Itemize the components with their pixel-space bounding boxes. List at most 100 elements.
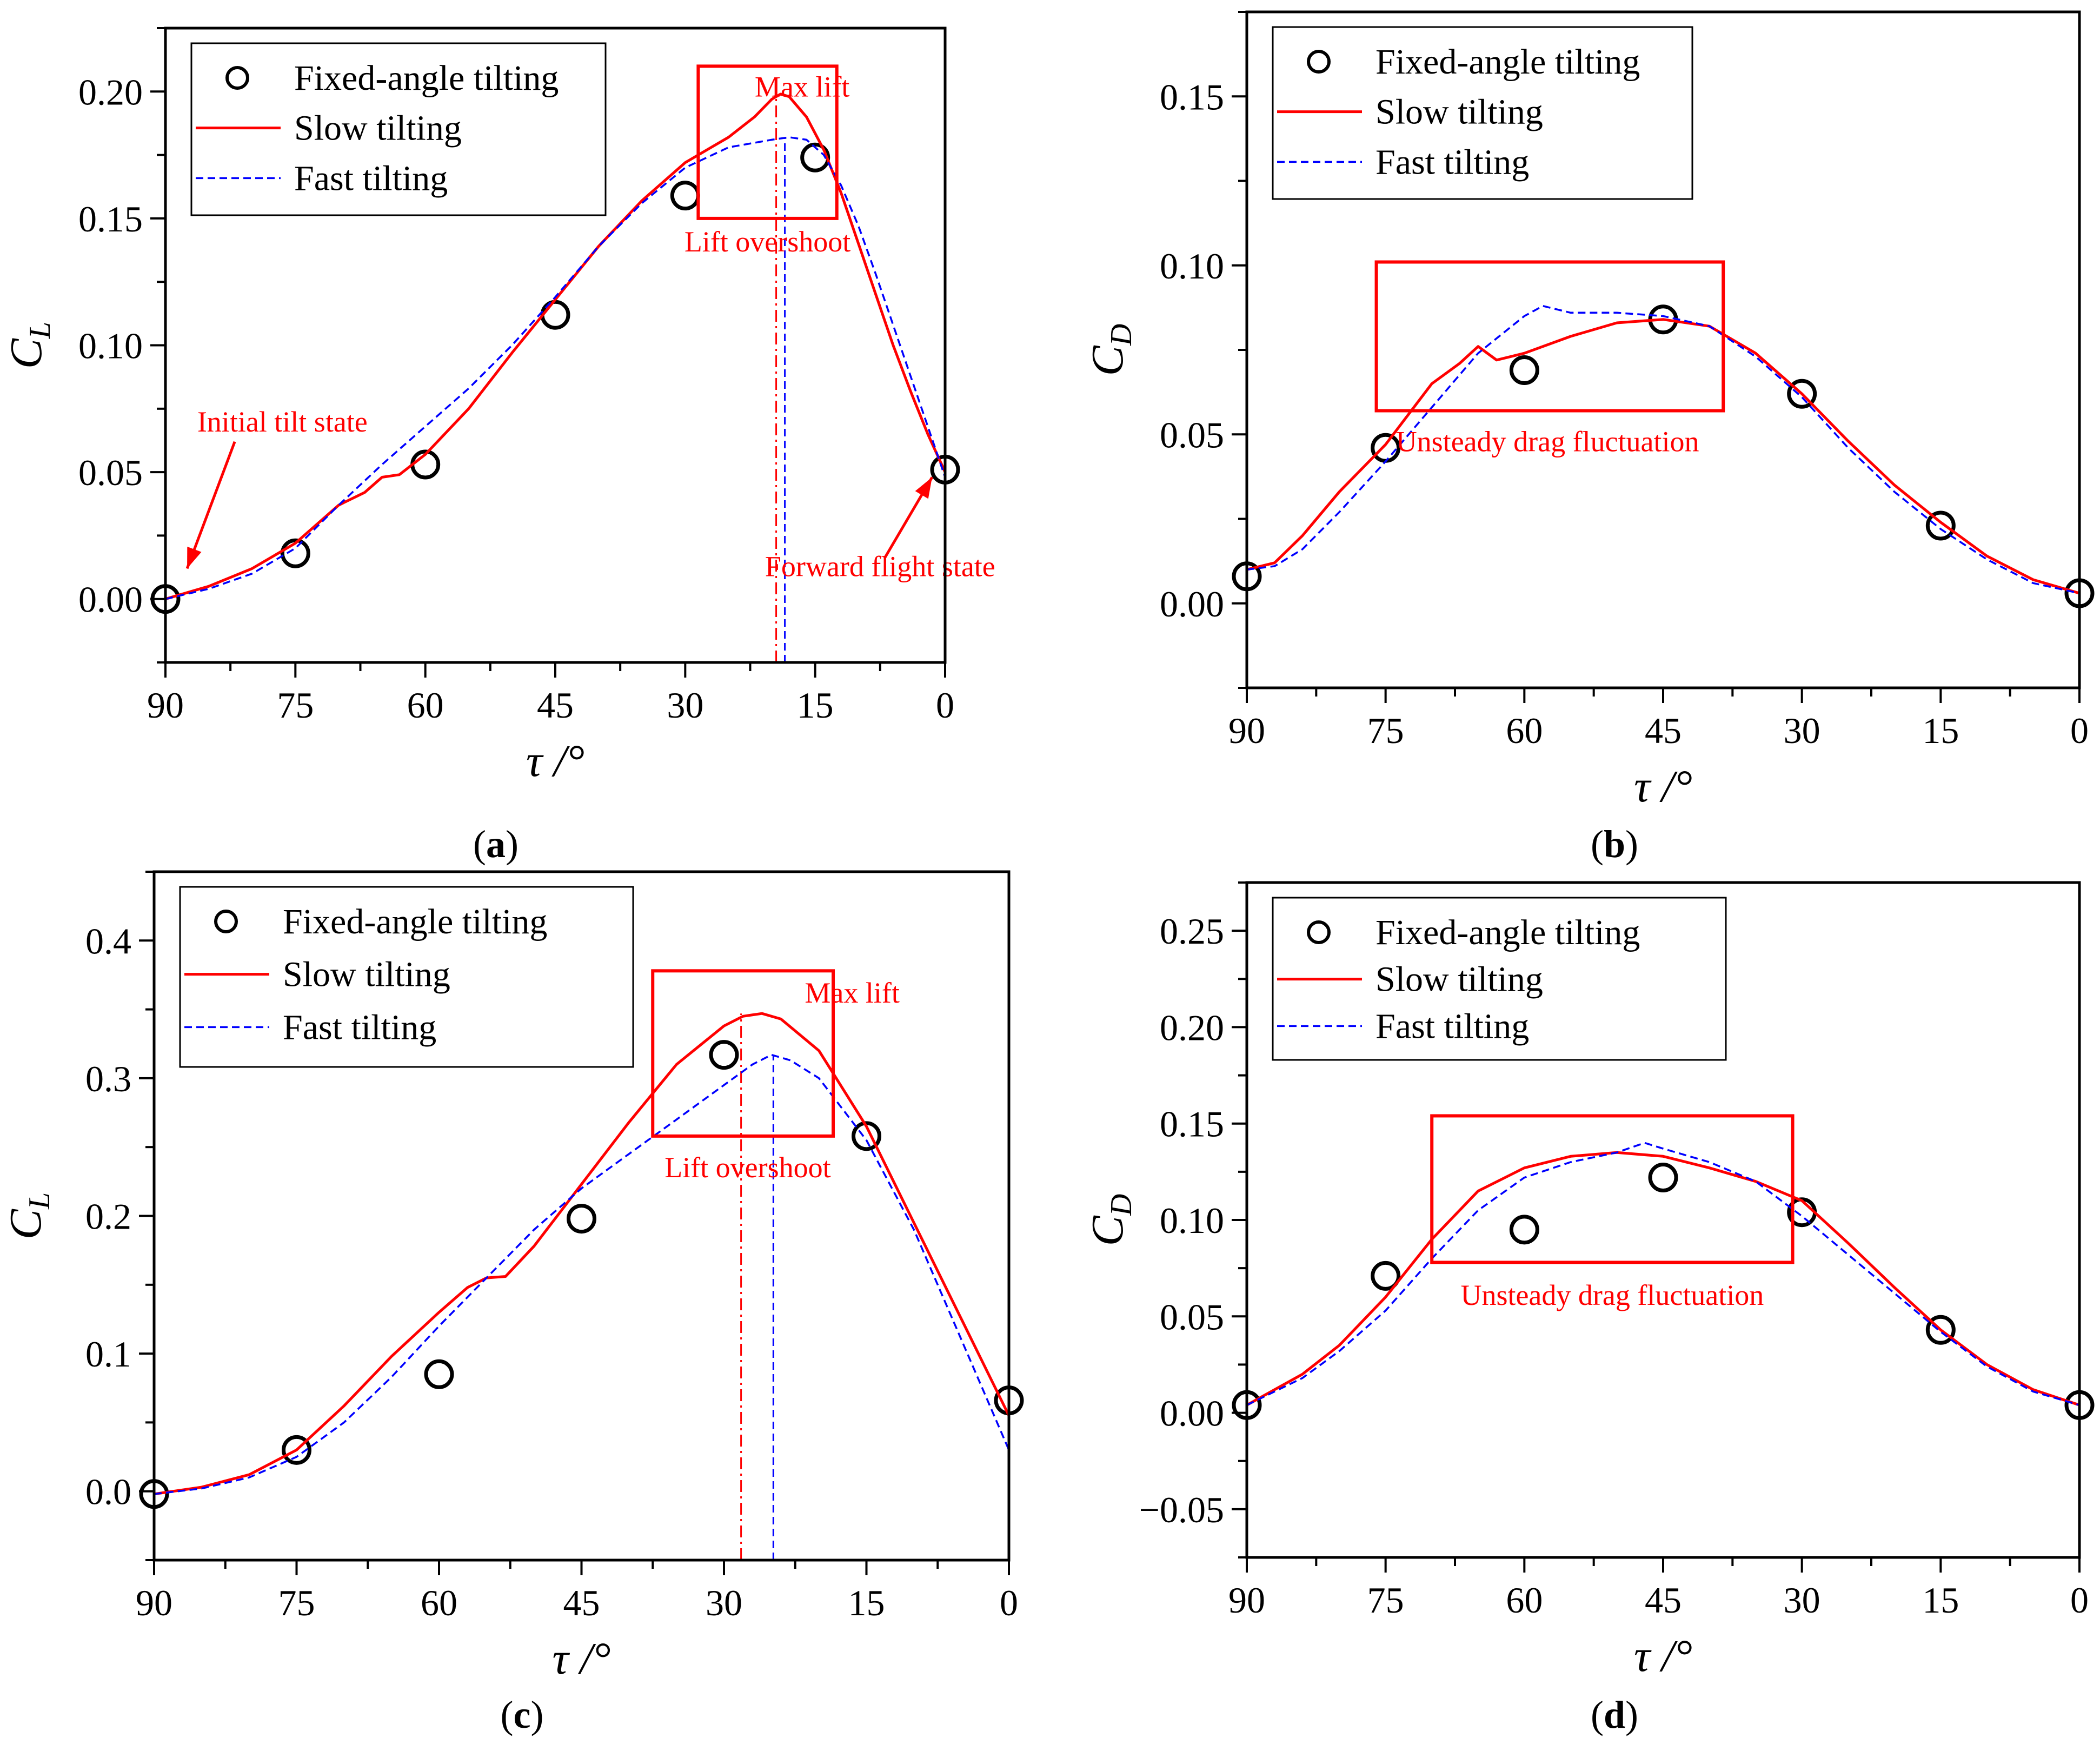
y-axis-label: CD	[1082, 324, 1138, 376]
panel-close: )	[1625, 1693, 1638, 1736]
y-tick-label: 0.1	[85, 1334, 131, 1375]
data-point-fixed	[280, 538, 310, 568]
y-axis-label: CL	[1, 1192, 56, 1239]
x-tick-label: 0	[2070, 1580, 2089, 1621]
legend-label-fixed: Fixed-angle tilting	[1375, 913, 1640, 952]
y-tick-label: 0.00	[1160, 583, 1224, 625]
panel-letter: b	[1604, 823, 1625, 866]
y-tick-label: 0.05	[1160, 1296, 1224, 1337]
panel-label: (c)	[501, 1693, 544, 1736]
series-line-fast	[1246, 1142, 2080, 1406]
x-tick-label: 30	[706, 1582, 742, 1623]
panel-label: (b)	[1591, 823, 1638, 866]
y-axis-label: CD	[1082, 1194, 1138, 1246]
data-point-fixed	[670, 181, 700, 211]
panel-letter: c	[514, 1693, 531, 1736]
series-line-fast	[1246, 305, 2080, 594]
annotation-label: Initial tilt state	[197, 406, 368, 438]
data-point-fixed	[424, 1359, 454, 1389]
y-tick-label: −0.05	[1139, 1489, 1224, 1530]
x-tick-label: 45	[563, 1582, 600, 1623]
x-tick-label: 15	[797, 685, 834, 726]
legend-label-fast: Fast tilting	[283, 1007, 436, 1047]
x-tick-label: 75	[1367, 710, 1404, 751]
panel-close: )	[1625, 823, 1638, 866]
legend-marker-fixed	[214, 910, 238, 933]
legend-label-slow: Slow tilting	[294, 109, 462, 148]
highlight-box	[1374, 260, 1725, 413]
x-tick-label: 90	[147, 685, 184, 726]
annotation-label: Forward flight state	[765, 550, 995, 582]
annotation-label: Max lift	[805, 977, 899, 1009]
x-tick-label: 45	[1645, 1580, 1682, 1621]
x-tick-label: 0	[1000, 1582, 1018, 1623]
y-tick-label: 0.25	[1160, 911, 1224, 952]
legend-label-fixed: Fixed-angle tilting	[294, 58, 559, 98]
y-tick-label: 0.10	[78, 326, 143, 367]
y-tick-label: 0.20	[1160, 1007, 1224, 1048]
data-point-fixed	[709, 1040, 739, 1070]
x-tick-label: 30	[1784, 710, 1820, 751]
chart-panel: Max lift Lift overshoot Initial tilt state…	[1, 26, 995, 866]
panel-letter: d	[1604, 1693, 1625, 1736]
y-tick-label: 0.20	[78, 71, 143, 112]
x-tick-label: 75	[277, 685, 314, 726]
highlight-box	[1430, 1114, 1795, 1264]
data-point-fixed	[567, 1204, 596, 1234]
data-point-fixed	[1787, 379, 1817, 409]
x-tick-label: 90	[1228, 710, 1265, 751]
y-tick-label: 0.15	[1160, 76, 1224, 117]
legend-label-fast: Fast tilting	[1375, 142, 1529, 182]
y-axis-label: CL	[1, 322, 57, 369]
y-tick-label: 0.4	[85, 920, 131, 961]
x-tick-label: 15	[1922, 1580, 1959, 1621]
arrow-head	[915, 477, 932, 499]
legend-label-fixed: Fixed-angle tilting	[1375, 42, 1640, 82]
legend-marker-fixed	[225, 66, 249, 90]
chart-panel: Unsteady drag fluctuation 90 75 60 45 30 15 0 0.…	[1082, 10, 2095, 866]
y-tick-label: 0.05	[1160, 414, 1224, 455]
annotation-label: Unsteady drag fluctuation	[1396, 426, 1699, 458]
x-axis-label: τ /°	[1634, 761, 1692, 812]
y-axis-label-subscript: L	[23, 1192, 56, 1210]
x-tick-label: 60	[407, 685, 444, 726]
x-tick-label: 15	[1922, 710, 1959, 751]
x-tick-label: 30	[667, 685, 703, 726]
panel-letter: a	[486, 823, 506, 866]
data-point-fixed	[1509, 1215, 1539, 1245]
y-tick-label: 0.2	[85, 1196, 131, 1237]
data-point-fixed	[1925, 1315, 1956, 1345]
data-point-fixed	[540, 300, 570, 330]
legend-label-fast: Fast tilting	[1375, 1006, 1529, 1046]
y-tick-label: 0.00	[78, 579, 143, 620]
y-tick-label: 0.10	[1160, 1200, 1224, 1241]
x-tick-label: 45	[537, 685, 574, 726]
y-tick-label: 0.0	[85, 1471, 131, 1513]
data-point-fixed	[1509, 355, 1539, 385]
legend-label-fast: Fast tilting	[294, 158, 448, 198]
y-axis-label-subscript: D	[1105, 324, 1138, 346]
x-tick-label: 90	[1228, 1580, 1265, 1621]
x-axis-label: τ /°	[553, 1634, 611, 1684]
series-line-slow	[154, 1012, 1011, 1496]
legend-label-slow: Slow tilting	[1375, 960, 1543, 999]
x-tick-label: 75	[278, 1582, 315, 1623]
legend-label-slow: Slow tilting	[283, 955, 450, 994]
x-tick-label: 0	[936, 685, 954, 726]
series-line-fast	[165, 136, 946, 600]
x-tick-label: 15	[848, 1582, 885, 1623]
y-axis-label-subscript: D	[1105, 1194, 1138, 1216]
highlight-box	[651, 969, 835, 1138]
legend-label-fixed: Fixed-angle tilting	[283, 902, 547, 941]
y-tick-label: 0.00	[1160, 1393, 1224, 1434]
legend-label-slow: Slow tilting	[1375, 92, 1543, 132]
series-line-fast	[154, 1053, 1010, 1495]
x-tick-label: 60	[421, 1582, 457, 1623]
annotation-label: Max lift	[755, 71, 849, 103]
series-line-slow	[1246, 1151, 2080, 1407]
chart-panel: Max lift Lift overshoot 90 75 60 45 30 15 0 0.0 0.…	[1, 870, 1024, 1736]
x-tick-label: 60	[1506, 710, 1543, 751]
panel-label: (d)	[1591, 1693, 1638, 1736]
data-point-fixed	[1648, 1163, 1678, 1193]
series-line-slow	[1246, 318, 2080, 595]
